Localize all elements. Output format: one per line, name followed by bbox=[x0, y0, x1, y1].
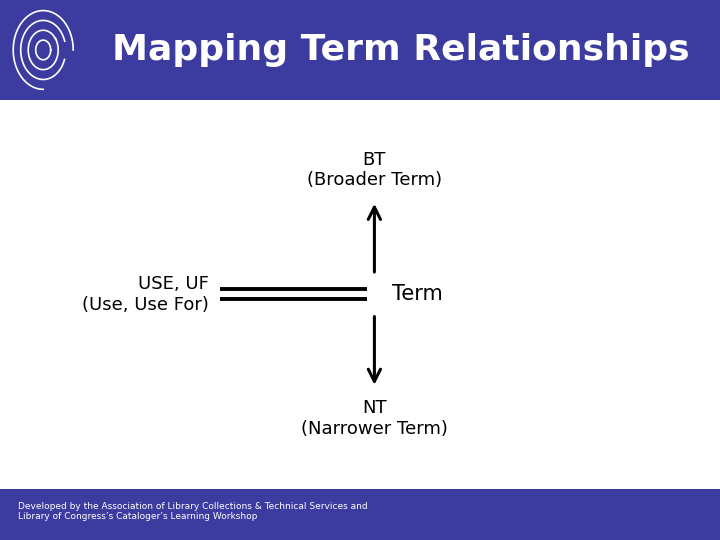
Text: NT
(Narrower Term): NT (Narrower Term) bbox=[301, 399, 448, 438]
Text: USE, UF
(Use, Use For): USE, UF (Use, Use For) bbox=[82, 275, 209, 314]
Text: Developed by the Association of Library Collections & Technical Services and
Lib: Developed by the Association of Library … bbox=[18, 502, 368, 522]
Text: Term: Term bbox=[392, 284, 443, 305]
Text: BT
(Broader Term): BT (Broader Term) bbox=[307, 151, 442, 190]
Text: Mapping Term Relationships: Mapping Term Relationships bbox=[112, 33, 689, 67]
